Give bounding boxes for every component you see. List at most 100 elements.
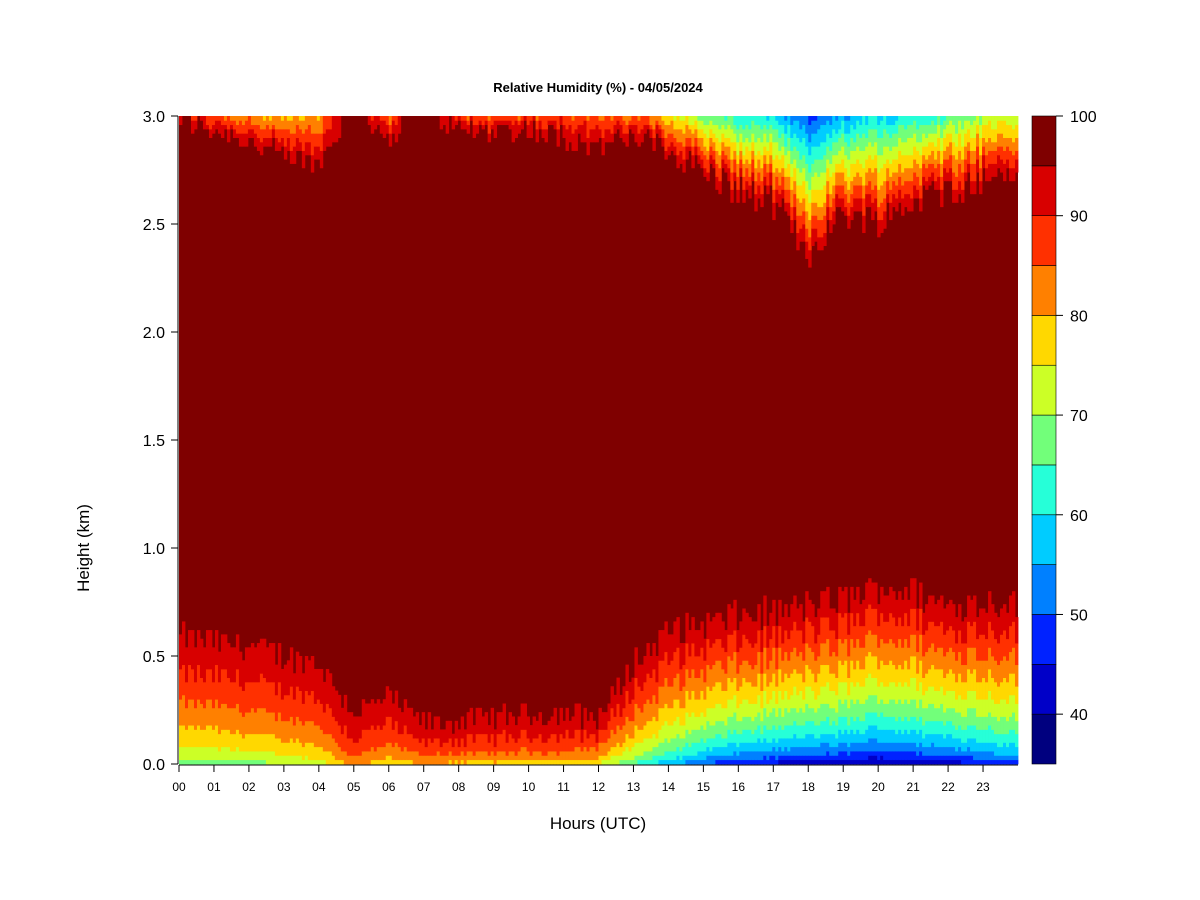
heatmap-cell (691, 729, 695, 743)
heatmap-cell (496, 751, 501, 761)
heatmap-cell (826, 586, 830, 618)
heatmap-cell (991, 116, 995, 130)
heatmap-cell (748, 729, 752, 743)
heatmap-cell (721, 141, 725, 151)
heatmap-cell (994, 703, 998, 717)
heatmap-cell (907, 154, 911, 169)
heatmap-cell (214, 630, 219, 666)
heatmap-cell (748, 643, 752, 666)
heatmap-cell (709, 647, 713, 670)
heatmap-cell (883, 643, 887, 666)
heatmap-cell (871, 189, 875, 203)
heatmap-cell (805, 211, 809, 229)
heatmap-cell (187, 699, 192, 726)
heatmap-cell (259, 128, 264, 143)
heatmap-cell (349, 738, 354, 756)
heatmap-cell (943, 746, 947, 756)
heatmap-cell (292, 133, 297, 147)
heatmap-cell (217, 733, 222, 752)
heatmap-cell (838, 742, 842, 752)
heatmap-cell (577, 729, 581, 748)
heatmap-cell (988, 668, 992, 691)
heatmap-cell (961, 128, 965, 147)
heatmap-cell (874, 712, 878, 726)
heatmap-cell (664, 738, 668, 752)
heatmap-cell (391, 759, 396, 765)
heatmap-cell (856, 759, 860, 765)
heatmap-cell (733, 729, 737, 743)
heatmap-cell (793, 759, 797, 765)
heatmap-cell (652, 746, 656, 756)
heatmap-cell (826, 716, 830, 735)
heatmap-cell (661, 116, 665, 121)
heatmap-cell (847, 202, 851, 216)
heatmap-cell (895, 742, 899, 752)
heatmap-cell (979, 699, 983, 717)
heatmap-cell (553, 733, 557, 752)
heatmap-cell (529, 759, 533, 765)
heatmap-cell (823, 759, 827, 765)
heatmap-cell (445, 755, 450, 765)
heatmap-cell (538, 712, 542, 735)
heatmap-cell (721, 690, 725, 709)
heatmap-cell (634, 725, 638, 743)
heatmap-cell (487, 725, 492, 743)
heatmap-cell (208, 630, 213, 670)
heatmap-cell (751, 647, 755, 670)
heatmap-cell (628, 738, 632, 752)
heatmap-cell (508, 120, 513, 130)
heatmap-cell (880, 185, 884, 203)
heatmap-cell (1000, 681, 1004, 700)
heatmap-cell (601, 729, 605, 743)
heatmap-cell (733, 651, 737, 678)
heatmap-cell (745, 660, 749, 683)
heatmap-cell (484, 712, 489, 735)
heatmap-cell (358, 738, 363, 756)
heatmap-cell (811, 146, 815, 164)
heatmap-cell (286, 120, 291, 130)
heatmap-cell (826, 167, 830, 182)
heatmap-cell (1009, 124, 1013, 138)
heatmap-cell (835, 755, 839, 761)
heatmap-cell (712, 141, 716, 151)
heatmap-cell (724, 759, 728, 765)
heatmap-cell (379, 746, 384, 761)
heatmap-cell (805, 686, 809, 704)
heatmap-cell (649, 677, 653, 704)
heatmap-cell (919, 681, 923, 700)
heatmap-cell (619, 716, 623, 730)
heatmap-cell (694, 120, 698, 130)
heatmap-cell (1012, 712, 1016, 730)
heatmap-cell (571, 738, 575, 752)
heatmap-cell (886, 193, 890, 203)
heatmap-cell (652, 643, 656, 670)
heatmap-cell (688, 630, 692, 657)
heatmap-cell (844, 729, 848, 743)
heatmap-cell (979, 116, 983, 126)
heatmap-cell (682, 120, 686, 134)
heatmap-cell (217, 651, 222, 683)
heatmap-cell (664, 703, 668, 722)
heatmap-cell (295, 116, 300, 126)
heatmap-cell (340, 751, 345, 761)
heatmap-cell (367, 116, 372, 126)
heatmap-cell (1012, 116, 1016, 130)
colorbar-band (1031, 713, 1057, 765)
heatmap-cell (829, 206, 833, 221)
heatmap-cell (754, 167, 758, 182)
heatmap-cell (190, 746, 195, 761)
heatmap-cell (358, 716, 363, 739)
heatmap-cell (661, 137, 665, 147)
heatmap-cell (796, 608, 800, 631)
heatmap-cell (667, 146, 671, 156)
heatmap-cell (241, 751, 246, 761)
heatmap-cell (967, 150, 971, 164)
heatmap-cell (541, 116, 545, 130)
heatmap-cell (808, 124, 812, 143)
colorbar-band (1031, 514, 1057, 565)
heatmap-cell (904, 180, 908, 195)
heatmap-cell (280, 116, 285, 121)
heatmap-cell (877, 116, 881, 126)
heatmap-cell (691, 755, 695, 761)
heatmap-cell (1003, 656, 1007, 678)
